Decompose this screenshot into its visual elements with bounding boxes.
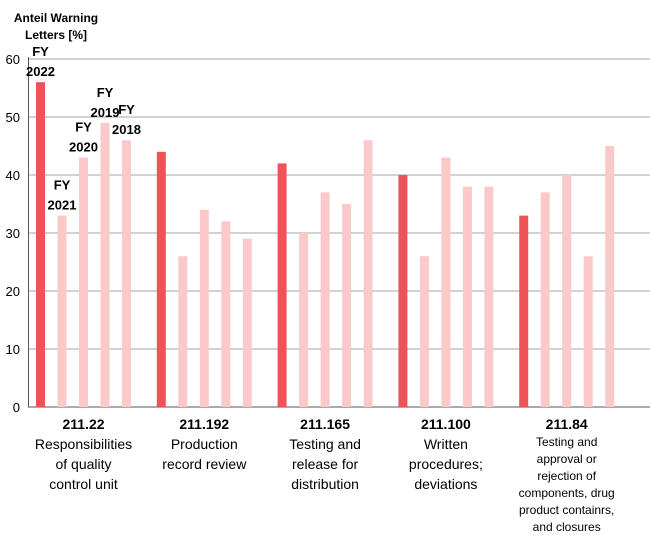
category-description: of quality — [55, 456, 112, 472]
category-description: Testing and — [535, 435, 598, 449]
y-tick-label: 20 — [6, 284, 20, 299]
bar — [419, 256, 429, 407]
bar — [540, 192, 550, 407]
category-description: deviations — [414, 476, 478, 492]
category-description: components, drug — [518, 486, 615, 500]
bar — [178, 256, 188, 407]
bar — [583, 256, 593, 407]
category-label: 211.192 Production record review — [142, 414, 266, 474]
bar — [398, 175, 408, 407]
bar — [100, 122, 110, 408]
series-label: 2022 — [26, 64, 55, 79]
category-code: 211.22 — [62, 416, 105, 432]
category-description: control unit — [49, 476, 118, 492]
category-label: 211.84 Testing and approval or rejection of… — [505, 414, 629, 536]
bar — [221, 221, 231, 407]
category-description: record review — [162, 456, 247, 472]
bar — [363, 140, 373, 407]
bar — [57, 215, 67, 407]
bar — [462, 186, 472, 407]
series-label: FY — [75, 120, 92, 135]
series-label: 2020 — [69, 140, 98, 155]
category-description: release for — [292, 456, 359, 472]
bar — [79, 157, 88, 407]
category-description: Written — [423, 436, 468, 452]
category-code: 211.192 — [179, 416, 230, 432]
bar — [484, 186, 494, 407]
category-description: approval or — [536, 452, 597, 466]
category-label: 211.100 Written procedures; deviations — [384, 414, 508, 494]
category-description: and closures — [532, 520, 601, 534]
bar — [299, 233, 309, 407]
bar — [320, 192, 330, 407]
series-label: FY — [118, 102, 135, 117]
series-label: FY — [97, 85, 114, 100]
bar — [342, 204, 352, 407]
bar — [36, 82, 45, 407]
series-label: FY — [54, 178, 71, 193]
series-label: 2018 — [112, 122, 141, 137]
bar — [562, 175, 572, 407]
category-description: Responsibilities — [34, 436, 133, 452]
y-tick-label: 30 — [6, 226, 20, 241]
y-tick-label: 40 — [6, 168, 20, 183]
category-code: 211.84 — [545, 416, 588, 432]
category-description: distribution — [291, 476, 359, 492]
category-code: 211.100 — [420, 416, 471, 432]
series-label: 2021 — [48, 198, 77, 213]
bar — [122, 140, 131, 407]
category-label: 211.22 Responsibilities of quality control … — [22, 414, 146, 494]
y-tick-label: 60 — [6, 52, 20, 67]
bar — [156, 151, 166, 407]
category-label: 211.165 Testing and release for distributio… — [263, 414, 387, 494]
y-tick-label: 10 — [6, 342, 20, 357]
category-description: procedures; — [408, 456, 483, 472]
series-label: FY — [32, 44, 49, 59]
bar — [441, 157, 451, 407]
category-description: Testing and — [289, 436, 361, 452]
y-axis-title: Anteil Warning Letters [%] — [13, 11, 99, 42]
category-description: Production — [170, 436, 238, 452]
category-code: 211.165 — [300, 416, 351, 432]
bar — [242, 238, 252, 407]
bar — [519, 215, 529, 407]
series-label: 2019 — [91, 105, 120, 120]
bar — [605, 146, 615, 407]
y-tick-label: 0 — [13, 400, 20, 415]
category-description: product containrs, — [518, 503, 615, 517]
bar — [199, 209, 209, 407]
y-tick-label: 50 — [6, 110, 20, 125]
bar — [277, 163, 287, 407]
category-description: rejection of — [537, 469, 597, 483]
